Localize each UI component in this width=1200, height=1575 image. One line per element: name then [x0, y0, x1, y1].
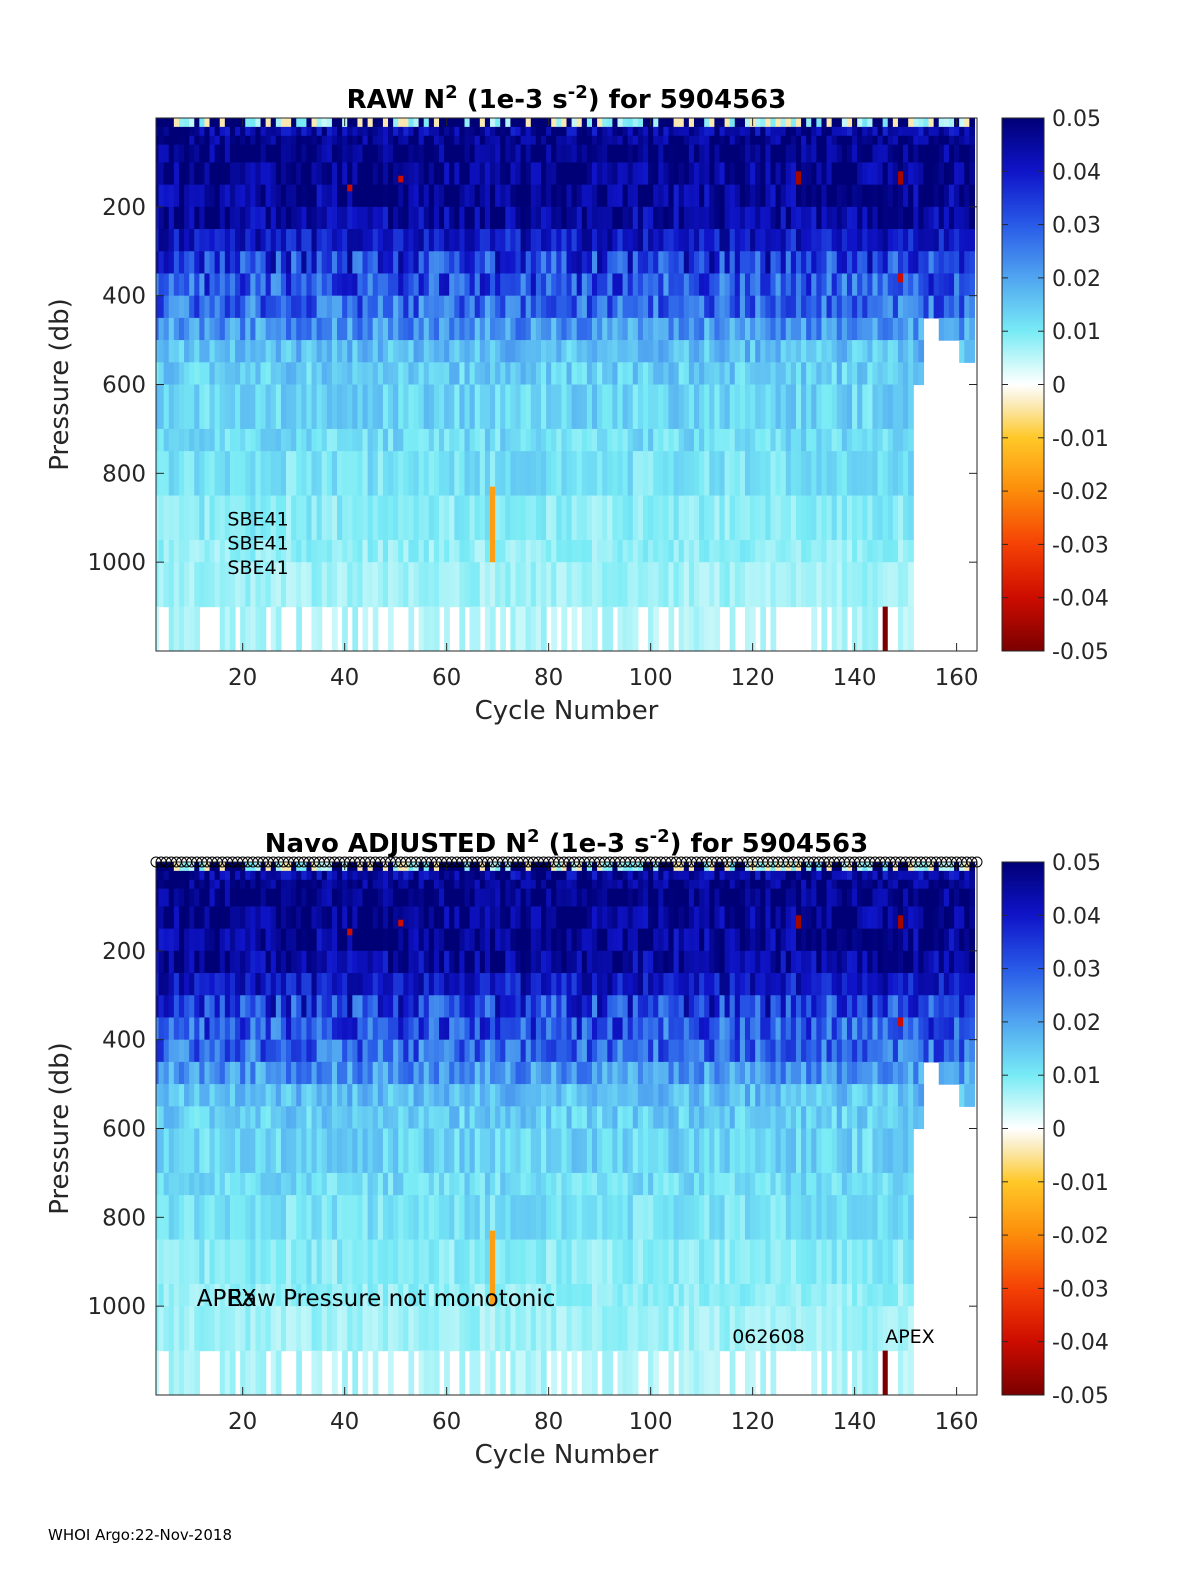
colorbar-tick-label: 0.03: [1052, 214, 1101, 239]
x-tick-label: 60: [432, 665, 461, 691]
x-tick-label: 120: [731, 665, 775, 691]
x-tick-label: 60: [432, 1409, 461, 1435]
annotation-label: SBE41: [227, 533, 288, 555]
y-tick-label: 800: [102, 461, 146, 487]
anomaly-cell: [347, 184, 353, 192]
annotation-label: SBE41: [227, 508, 288, 530]
x-axis-label: Cycle Number: [475, 1440, 659, 1470]
colorbar-tick-label: -0.05: [1052, 1384, 1109, 1409]
colorbar-tick-label: -0.02: [1052, 480, 1109, 505]
x-axis-label: Cycle Number: [475, 696, 659, 726]
anomaly-cell: [490, 486, 496, 563]
profile-marker: [966, 856, 978, 868]
colorbar-tick-label: -0.04: [1052, 587, 1109, 612]
colorbar-tick-label: 0: [1052, 374, 1066, 399]
y-tick-label: 600: [102, 1117, 146, 1143]
anomaly-cell: [795, 915, 802, 929]
chart-title: Navo ADJUSTED N2 (1e-3 s-2) for 5904563: [265, 826, 869, 859]
colorbar-tick-label: 0: [1052, 1118, 1066, 1143]
y-axis-label: Pressure (db): [45, 1042, 75, 1215]
heatmap-cells: [156, 862, 976, 1395]
x-tick-label: 80: [534, 665, 563, 691]
chart-2: 20 40 60 80 100 120 140 160 200 400 600 800 1000 Cycl…: [45, 826, 1109, 1470]
colorbar: [1001, 861, 1045, 1396]
y-tick-label: 400: [102, 1028, 146, 1054]
colorbar-tick-label: 0.01: [1052, 320, 1101, 345]
annotation-label: APEX: [197, 1286, 257, 1312]
top-marker-row: [150, 856, 983, 868]
colorbar-tick-label: 0.02: [1052, 267, 1101, 292]
colorbar-tick-label: 0.04: [1052, 904, 1101, 929]
colorbar-tick-label: -0.04: [1052, 1331, 1109, 1356]
anomaly-cell: [347, 928, 353, 936]
anomaly-cell: [897, 171, 904, 185]
colorbar-tick-label: -0.03: [1052, 533, 1109, 558]
x-tick-label: 160: [935, 1409, 979, 1435]
y-tick-label: 800: [102, 1205, 146, 1231]
anomaly-cell: [897, 915, 904, 929]
anomaly-cell: [882, 1350, 888, 1395]
x-tick-label: 20: [228, 1409, 257, 1435]
anomaly-cell: [882, 606, 888, 651]
y-axis-label: Pressure (db): [45, 298, 75, 471]
anomaly-cell: [490, 1230, 496, 1307]
anomaly-cell: [398, 919, 404, 927]
anomaly-cell: [398, 175, 404, 183]
y-tick-label: 1000: [87, 550, 146, 576]
colorbar-tick-label: 0.05: [1052, 851, 1101, 876]
annotation-label: SBE41: [227, 557, 288, 579]
annotation-label: APEX: [885, 1326, 934, 1348]
footer-credit: WHOI Argo:22-Nov-2018: [48, 1526, 232, 1544]
colorbar-tick-label: -0.02: [1052, 1224, 1109, 1249]
colorbar-tick-label: -0.03: [1052, 1277, 1109, 1302]
annotation-label: Raw Pressure not monotonic: [227, 1286, 555, 1312]
colorbar-tick-label: -0.01: [1052, 427, 1109, 452]
colorbar-tick-label: 0.02: [1052, 1011, 1101, 1036]
y-tick-label: 600: [102, 373, 146, 399]
x-tick-label: 80: [534, 1409, 563, 1435]
colorbar: [1001, 117, 1045, 652]
colorbar-tick-label: 0.03: [1052, 958, 1101, 983]
y-tick-label: 1000: [87, 1294, 146, 1320]
x-tick-label: 140: [833, 1409, 877, 1435]
anomaly-cell: [795, 171, 802, 185]
colorbar-tick-label: 0.01: [1052, 1064, 1101, 1089]
x-tick-label: 20: [228, 665, 257, 691]
profile-marker: [971, 856, 983, 868]
colorbar-tick-label: -0.01: [1052, 1171, 1109, 1196]
anomaly-cell: [897, 1017, 904, 1027]
chart-1: 20 40 60 80 100 120 140 160 200 400 600 800 1000 Cycl…: [45, 82, 1109, 726]
chart-title: RAW N2 (1e-3 s-2) for 5904563: [347, 82, 787, 115]
x-tick-label: 40: [330, 665, 359, 691]
colorbar-tick-label: -0.05: [1052, 640, 1109, 665]
y-tick-label: 200: [102, 195, 146, 221]
y-tick-label: 200: [102, 939, 146, 965]
x-tick-label: 100: [629, 665, 673, 691]
x-tick-label: 40: [330, 1409, 359, 1435]
anomaly-cell: [897, 273, 904, 283]
colorbar-tick-label: 0.04: [1052, 160, 1101, 185]
x-tick-label: 160: [935, 665, 979, 691]
x-tick-label: 140: [833, 665, 877, 691]
x-tick-label: 120: [731, 1409, 775, 1435]
colorbar-tick-label: 0.05: [1052, 107, 1101, 132]
annotation-label: 062608: [732, 1326, 805, 1348]
x-tick-label: 100: [629, 1409, 673, 1435]
y-tick-label: 400: [102, 284, 146, 310]
heatmap-cells: [156, 118, 976, 651]
